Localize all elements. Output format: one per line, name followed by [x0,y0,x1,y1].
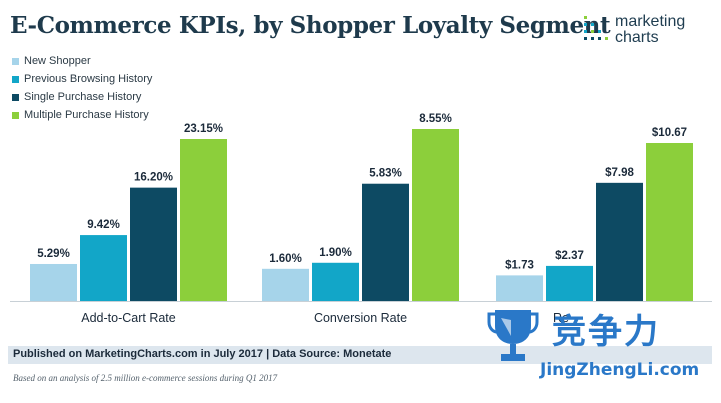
trophy-watermark-icon [487,310,539,361]
footer-band [8,346,712,364]
bar-3-4 [646,143,693,301]
legend-item-new-shopper: New Shopper [12,52,152,70]
legend-swatch-new-shopper [12,57,19,65]
data-label-3-2: $2.37 [555,250,584,262]
chart-legend: New Shopper Previous Browsing History Si… [12,52,152,124]
legend-item-previous-browsing: Previous Browsing History [12,70,152,88]
legend-swatch-single-purchase [12,93,19,101]
bar-2-1 [262,268,309,301]
category-label-1: Add-to-Cart Rate [81,311,176,325]
data-label-3-4: $10.67 [652,127,687,139]
legend-swatch-multiple-purchase [12,111,19,119]
legend-item-multiple-purchase: Multiple Purchase History [12,106,152,124]
legend-label-multiple-purchase: Multiple Purchase History [24,109,149,121]
logo-line-1: marketing [615,13,686,30]
category-label-3: Re [553,311,569,325]
legend-label-previous-browsing: Previous Browsing History [24,73,153,85]
bar-2-3 [362,183,409,301]
data-label-2-4: 8.55% [419,113,452,125]
logo-dots-icon [584,16,608,40]
logo-line-2: charts [615,29,659,46]
chart-title: E-Commerce KPIs, by Shopper Loyalty Segm… [10,12,611,39]
legend-swatch-previous-browsing [12,75,19,83]
bar-1-2 [80,235,127,301]
bar-2-2 [312,262,359,301]
methodology-note: Based on an analysis of 2.5 million e-co… [13,373,278,383]
logo-wordmark: marketing charts [615,14,685,46]
bar-3-1 [496,275,543,301]
data-label-3-3: $7.98 [605,167,634,179]
watermark-url: JingZhengLi.com [540,360,700,380]
legend-label-single-purchase: Single Purchase History [24,91,142,103]
source-footer: Published on MarketingCharts.com in July… [13,348,392,360]
data-label-2-1: 1.60% [269,253,302,265]
bar-2-4 [412,129,459,301]
category-label-2: Conversion Rate [314,311,407,325]
bar-chart: 5.29% 9.42% 16.20% 23.15% Add-to-Cart Rate 1.… [10,113,712,325]
data-label-1-2: 9.42% [87,219,120,231]
marketing-charts-logo: marketing charts [583,14,708,48]
data-label-2-3: 5.83% [369,168,402,180]
bar-3-2 [546,265,593,301]
data-label-2-2: 1.90% [319,247,352,259]
data-label-1-1: 5.29% [37,248,70,260]
legend-label-new-shopper: New Shopper [24,55,91,67]
legend-item-single-purchase: Single Purchase History [12,88,152,106]
data-label-1-4: 23.15% [184,123,223,135]
watermark-chinese: 竞争力 [552,312,660,352]
data-label-1-3: 16.20% [134,172,173,184]
bar-3-3 [596,182,643,301]
bar-1-4 [180,139,227,301]
bar-1-1 [30,263,77,301]
bar-1-3 [130,187,177,301]
data-label-3-1: $1.73 [505,259,534,271]
